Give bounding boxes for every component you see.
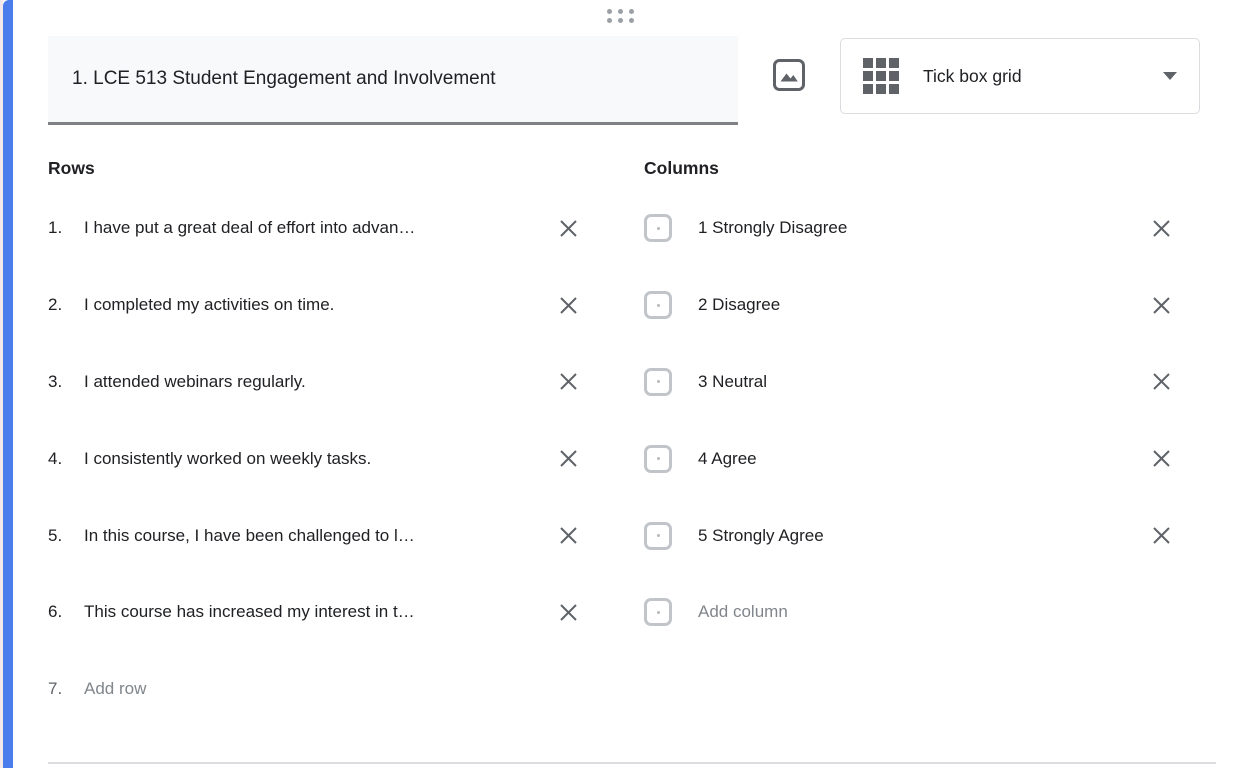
- columns-list: 1 Strongly Disagree 2 Disagree 3 Neutral: [644, 190, 1176, 651]
- row-item: 5. In this course, I have been challenge…: [48, 497, 583, 574]
- close-icon: [1152, 373, 1170, 391]
- row-item: 2. I completed my activities on time.: [48, 267, 583, 344]
- close-icon: [559, 373, 577, 391]
- column-item: 4 Agree: [644, 420, 1176, 497]
- rows-panel: Rows 1. I have put a great deal of effor…: [48, 158, 583, 728]
- column-label-input[interactable]: 5 Strongly Agree: [698, 525, 824, 545]
- remove-column-button[interactable]: [1146, 213, 1176, 243]
- question-type-dropdown[interactable]: Tick box grid: [840, 38, 1200, 114]
- row-label-input[interactable]: I have put a great deal of effort into a…: [84, 218, 416, 238]
- column-item: 3 Neutral: [644, 344, 1176, 421]
- selected-question-accent-bar: [3, 0, 13, 768]
- close-icon: [559, 450, 577, 467]
- close-icon: [1152, 527, 1170, 544]
- column-label-input[interactable]: 4 Agree: [698, 448, 757, 468]
- checkbox-icon: [644, 521, 672, 550]
- row-label-input[interactable]: I consistently worked on weekly tasks.: [84, 448, 372, 468]
- remove-row-button[interactable]: [553, 597, 583, 627]
- row-label-input[interactable]: I completed my activities on time.: [84, 295, 335, 315]
- card-bottom-divider: [48, 762, 1216, 764]
- remove-column-button[interactable]: [1146, 521, 1176, 551]
- close-icon: [559, 604, 577, 621]
- columns-panel: Columns 1 Strongly Disagree 2 Disagree: [644, 158, 1176, 651]
- row-item: 7. Add row: [48, 651, 583, 728]
- remove-row-button[interactable]: [553, 290, 583, 320]
- column-item: Add column: [644, 574, 1176, 651]
- row-item: 4. I consistently worked on weekly tasks…: [48, 420, 583, 497]
- drag-handle-dots-icon[interactable]: [607, 9, 641, 25]
- row-number: 1.: [48, 218, 63, 238]
- checkbox-icon: [644, 291, 672, 320]
- column-label-input[interactable]: 1 Strongly Disagree: [698, 218, 848, 238]
- remove-column-button[interactable]: [1146, 290, 1176, 320]
- close-icon: [559, 296, 577, 314]
- row-item: 6. This course has increased my interest…: [48, 574, 583, 651]
- question-title-input[interactable]: [48, 36, 738, 125]
- remove-column-button[interactable]: [1146, 367, 1176, 397]
- remove-row-button[interactable]: [553, 367, 583, 397]
- row-number: 6.: [48, 602, 63, 622]
- row-number: 4.: [48, 448, 63, 468]
- row-item: 3. I attended webinars regularly.: [48, 344, 583, 421]
- row-label-input[interactable]: This course has increased my interest in…: [84, 602, 415, 622]
- remove-row-button[interactable]: [553, 444, 583, 474]
- column-item: 5 Strongly Agree: [644, 497, 1176, 574]
- checkbox-icon: [644, 367, 672, 396]
- row-number: 2.: [48, 295, 63, 315]
- column-item: 1 Strongly Disagree: [644, 190, 1176, 267]
- column-label-input[interactable]: 2 Disagree: [698, 295, 781, 315]
- column-item: 2 Disagree: [644, 267, 1176, 344]
- checkbox-icon: [644, 214, 672, 243]
- close-icon: [559, 527, 577, 544]
- checkbox-icon: [644, 598, 672, 627]
- add-image-button[interactable]: [765, 51, 813, 99]
- row-label-input[interactable]: Add row: [84, 679, 147, 699]
- question-type-label: Tick box grid: [923, 65, 1022, 86]
- rows-header: Rows: [48, 158, 95, 178]
- remove-column-button[interactable]: [1146, 444, 1176, 474]
- row-number: 3.: [48, 371, 63, 391]
- close-icon: [1152, 450, 1170, 467]
- columns-header: Columns: [644, 158, 719, 178]
- row-number: 7.: [48, 679, 63, 699]
- remove-row-button[interactable]: [553, 213, 583, 243]
- remove-row-button[interactable]: [553, 521, 583, 551]
- image-icon: [773, 59, 805, 91]
- close-icon: [559, 220, 577, 237]
- column-label-input[interactable]: Add column: [698, 602, 788, 622]
- row-label-input[interactable]: I attended webinars regularly.: [84, 371, 306, 391]
- tick-box-grid-icon: [863, 58, 899, 94]
- close-icon: [1152, 296, 1170, 314]
- chevron-down-icon: [1163, 72, 1177, 80]
- row-item: 1. I have put a great deal of effort int…: [48, 190, 583, 267]
- row-number: 5.: [48, 525, 63, 545]
- page-background-sliver: [0, 0, 3, 768]
- close-icon: [1152, 220, 1170, 237]
- checkbox-icon: [644, 444, 672, 473]
- row-label-input[interactable]: In this course, I have been challenged t…: [84, 525, 415, 545]
- rows-list: 1. I have put a great deal of effort int…: [48, 190, 583, 728]
- column-label-input[interactable]: 3 Neutral: [698, 371, 767, 391]
